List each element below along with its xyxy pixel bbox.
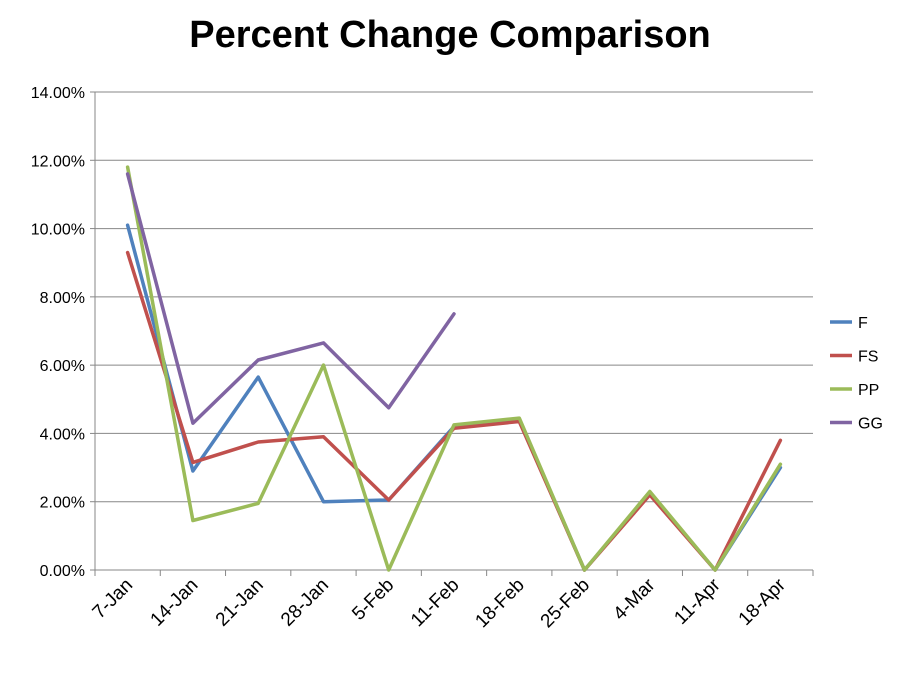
legend-label-pp: PP <box>858 382 879 399</box>
y-tick-label: 10.00% <box>31 222 85 239</box>
x-tick-label: 4-Mar <box>609 574 659 624</box>
series-line-pp <box>125 165 783 572</box>
x-tick-label: 11-Feb <box>407 575 463 631</box>
legend-label-fs: FS <box>858 349 878 366</box>
x-tick-labels: 7-Jan 14-Jan 21-Jan 28-Jan 5-Feb 11-Feb 18-Feb… <box>89 574 791 632</box>
y-tick-label: 14.00% <box>31 85 85 102</box>
y-tick-labels: 0.00% 2.00% 4.00% 6.00% 8.00% 10.00% 12.00% 14.… <box>31 85 85 580</box>
series-line-fs <box>125 250 783 572</box>
x-tick-label: 11-Apr <box>670 574 725 629</box>
x-tick-label: 14-Jan <box>147 575 203 631</box>
x-tick-label: 18-Feb <box>471 575 528 632</box>
x-tick-label: 21-Jan <box>212 575 268 631</box>
chart-title: Percent Change Comparison <box>189 14 711 56</box>
y-tick-label: 8.00% <box>40 290 85 307</box>
y-tick-label: 4.00% <box>40 426 85 443</box>
gridlines <box>95 91 813 503</box>
axes <box>90 91 814 576</box>
x-tick-label: 28-Jan <box>277 575 333 631</box>
y-tick-label: 12.00% <box>31 153 85 170</box>
y-tick-label: 2.00% <box>40 495 85 512</box>
legend-label-gg: GG <box>858 416 883 433</box>
x-tick-label: 7-Jan <box>89 575 137 623</box>
y-tick-label: 0.00% <box>40 563 85 580</box>
series-line-f <box>125 223 783 572</box>
x-tick-label: 18-Apr <box>735 574 791 630</box>
y-tick-label: 6.00% <box>40 358 85 375</box>
series-lines <box>125 165 783 572</box>
legend: F FS PP GG <box>830 315 883 433</box>
x-tick-label: 5-Feb <box>348 575 398 625</box>
legend-label-f: F <box>858 315 868 332</box>
x-tick-label: 25-Feb <box>537 575 594 632</box>
series-line-gg <box>125 172 456 425</box>
